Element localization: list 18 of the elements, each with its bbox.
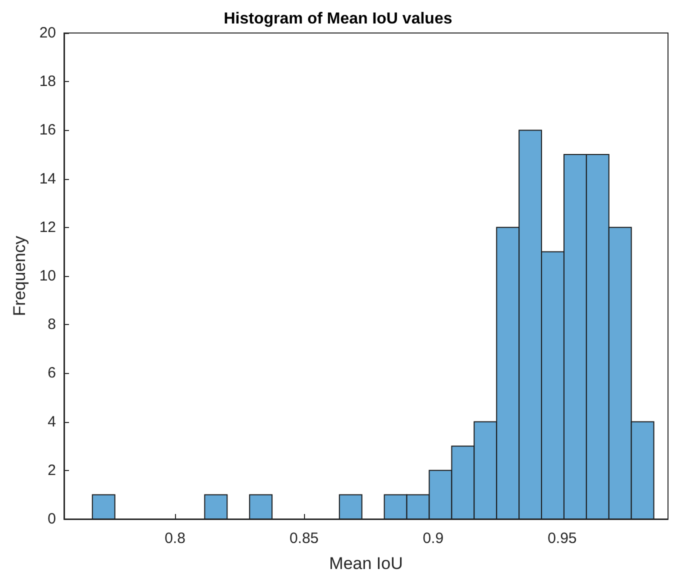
y-tick-label: 8 (48, 316, 56, 334)
x-axis-title: Mean IoU (329, 554, 403, 573)
x-tick-label: 0.85 (289, 530, 319, 547)
y-tick-label: 18 (39, 73, 56, 90)
y-tick-label: 16 (39, 122, 56, 139)
y-axis-title: Frequency (10, 235, 29, 316)
x-tick-label: 0.8 (164, 530, 186, 547)
x-tick-label: 0.95 (548, 530, 577, 547)
y-tick-label: 20 (39, 24, 56, 42)
y-tick-label: 2 (48, 462, 56, 479)
chart-title: Histogram of Mean IoU values (224, 10, 452, 28)
y-tick-label: 6 (48, 364, 56, 382)
y-tick-label: 12 (39, 218, 56, 236)
y-tick-label: 10 (39, 268, 56, 284)
y-tick-label: 0 (48, 510, 56, 528)
x-tick-label: 0.9 (422, 530, 444, 547)
y-tick-label: 14 (39, 170, 56, 188)
y-tick-label: 4 (48, 413, 56, 430)
